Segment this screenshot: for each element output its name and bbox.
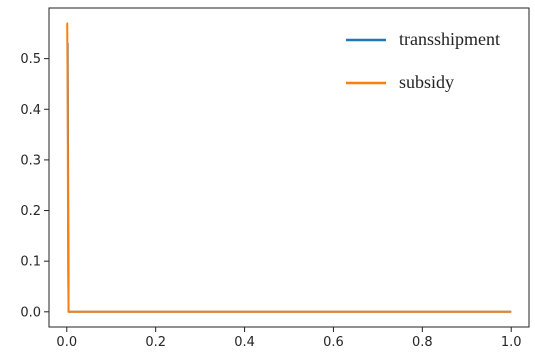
series-line-subsidy: [66, 22, 512, 313]
y-tick-label: 0.0: [20, 305, 41, 320]
y-axis: 0.0 0.1 0.2 0.3 0.4 0.5: [20, 52, 49, 320]
x-tick-label: 0.2: [145, 335, 166, 350]
x-tick-label: 0.0: [56, 335, 77, 350]
x-tick-label: 0.6: [323, 335, 344, 350]
y-tick-label: 0.5: [20, 52, 41, 67]
y-tick-label: 0.1: [20, 255, 41, 270]
y-tick-label: 0.3: [20, 153, 41, 168]
x-axis: 0.0 0.2 0.4 0.6 0.8 1.0: [56, 327, 522, 350]
y-tick-label: 0.2: [20, 204, 41, 219]
series-layer: [66, 22, 512, 313]
plot-frame: [48, 7, 530, 328]
legend: transshipment subsidy: [346, 29, 500, 92]
y-tick-label: 0.4: [20, 103, 41, 118]
x-tick-label: 0.4: [234, 335, 255, 350]
x-tick-label: 0.8: [412, 335, 433, 350]
legend-label-subsidy: subsidy: [399, 72, 454, 92]
x-tick-label: 1.0: [501, 335, 522, 350]
legend-label-transshipment: transshipment: [399, 29, 500, 49]
